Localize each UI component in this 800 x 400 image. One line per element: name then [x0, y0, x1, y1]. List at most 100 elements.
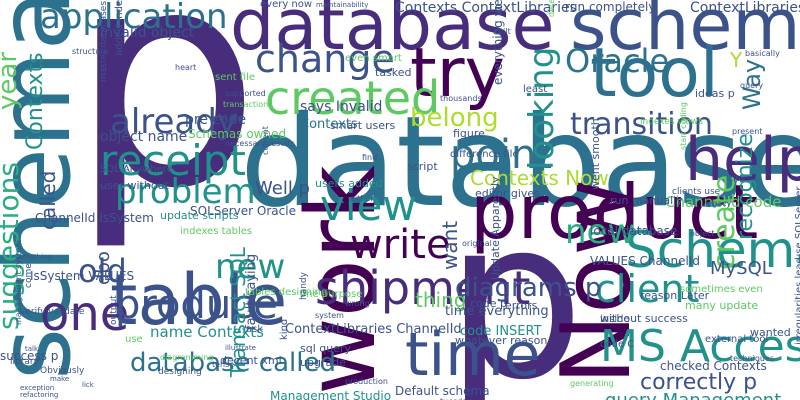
- word-query-management: query Management: [605, 392, 781, 400]
- word-update-scripts: update scripts: [160, 209, 239, 222]
- word-default-schema: Default schema: [395, 384, 490, 398]
- word-contextlibraries-channelid: ContextLibraries ChannelId: [285, 322, 462, 337]
- word-database: database: [240, 90, 800, 235]
- word-oracle: Oracle: [565, 42, 670, 80]
- word-code-insert: code INSERT: [460, 324, 542, 339]
- word-time: time: [405, 320, 541, 390]
- word-pre-code: pre code: [185, 112, 247, 128]
- word-lick: lick: [82, 381, 94, 389]
- word-point: point: [450, 132, 553, 178]
- word-generating: generating: [570, 379, 614, 388]
- word-help: help: [685, 125, 800, 195]
- word-structure: structure: [72, 47, 109, 56]
- word-upgrade: upgrade: [300, 356, 346, 369]
- word-sql-query: sql query: [300, 342, 352, 355]
- word-product: product: [470, 168, 759, 256]
- word-ideas-p: ideas p: [695, 87, 735, 100]
- word-tasked: tasked: [375, 66, 412, 79]
- word-says-invalid: says Invalid: [300, 99, 383, 115]
- word-belong: belong: [410, 103, 499, 133]
- word-channelid-code: ChannelId code: [665, 193, 782, 211]
- word-exception: exception: [20, 384, 55, 392]
- word-query: query: [740, 81, 764, 90]
- word-schema: schema: [570, 0, 800, 66]
- word-heart: heart: [175, 63, 197, 72]
- word-sent-file: sent file: [215, 72, 256, 83]
- word-contextlibraries-p: ContextLibraries' p: [690, 0, 800, 16]
- word-old: old: [78, 252, 127, 290]
- word-thousands: thousands: [440, 94, 482, 103]
- word-refactoring: refactoring: [20, 391, 59, 399]
- word-thing: thing: [415, 288, 467, 312]
- word-editor-gives: editor gives: [475, 187, 540, 200]
- word-external-tool: external tool: [705, 334, 769, 345]
- word-shipment: shipment: [315, 261, 531, 315]
- word-tables-designing: tables designing: [245, 287, 328, 298]
- word-looking: looking: [522, 46, 562, 170]
- word-view: view: [320, 181, 417, 230]
- word-added-indexes: added indexes: [114, 0, 125, 56]
- word-script: script: [407, 160, 438, 173]
- word-many-update: many update: [685, 299, 759, 312]
- word-write: write: [350, 222, 451, 268]
- word-well-p: Well p: [255, 178, 310, 199]
- word-management-studio: Management Studio: [270, 389, 392, 400]
- word-one-purpose: one purpose: [300, 289, 363, 300]
- word-y: Y: [730, 48, 743, 72]
- word-time-everything: time everything: [445, 304, 549, 319]
- word-least: least: [523, 84, 548, 95]
- word-even-smart: even smart: [345, 53, 402, 64]
- word-come: come: [24, 263, 34, 288]
- word-application: application: [40, 0, 228, 37]
- word-xml-file: xml file: [210, 114, 244, 124]
- word-client: client: [595, 267, 700, 311]
- word-one: one: [40, 286, 130, 342]
- word-master-databases: master databases: [99, 0, 109, 82]
- word-database-called: database called: [130, 348, 336, 378]
- word-illustrate: illustrate: [225, 344, 256, 352]
- word-everything-went: everything went: [491, 0, 505, 85]
- word-new: new: [565, 212, 636, 252]
- word-values-channelid: VALUES ChannelId: [590, 254, 700, 268]
- word-wrong: wrong: [345, 299, 370, 308]
- word-try: try: [410, 34, 505, 113]
- word-already: already: [110, 102, 237, 142]
- word-correctly-p: correctly p: [640, 370, 758, 395]
- word-receipt: receipt: [100, 136, 246, 185]
- word-something: something: [15, 253, 53, 261]
- word-every-now: every now: [260, 0, 313, 10]
- word-success-p: success p: [0, 349, 59, 363]
- word-went-smooth: went smooth: [589, 118, 602, 190]
- word-detected: detected: [547, 0, 556, 17]
- word-user-without: user without: [100, 179, 169, 192]
- word-local-database: local database: [590, 224, 678, 238]
- word-tense: tense: [212, 360, 235, 369]
- word-run-completely: run completely: [565, 0, 656, 14]
- word-object-name: object name: [100, 129, 188, 145]
- word-maintainability: maintainability: [316, 1, 369, 9]
- word-tuesday: tuesday: [440, 398, 472, 400]
- word-original: original: [462, 239, 492, 248]
- word-channelid-issystem: ChannelId IsSystem: [35, 211, 154, 225]
- word-schema: Schema: [625, 221, 800, 279]
- word-p: p: [445, 172, 585, 400]
- word-inside: inside: [600, 314, 630, 325]
- word-find: find: [362, 153, 378, 162]
- word-present: present: [732, 127, 763, 136]
- word-necessary-results: necessary results: [225, 139, 295, 148]
- word-difference-file: difference file: [450, 149, 519, 160]
- word-contexts-now: Contexts Now: [470, 166, 609, 190]
- word-update-apparently: Update Apparently: [489, 176, 502, 280]
- word-users-added: users added: [315, 177, 383, 190]
- word-contexts-contextlibraries: Contexts ContextLibraries: [395, 0, 577, 16]
- word-produce: produce: [115, 282, 278, 328]
- word-clients-use: clients use: [672, 187, 721, 197]
- word-problem: problem: [115, 172, 256, 212]
- word-system: system: [315, 311, 344, 320]
- word-tips: tips: [730, 174, 745, 183]
- word-diagrams-p: diagrams p: [455, 273, 602, 303]
- word-contexts: Contexts: [23, 52, 48, 150]
- word-smart-users: smart users: [330, 119, 396, 132]
- word-verify-validate: verify validate: [20, 307, 85, 317]
